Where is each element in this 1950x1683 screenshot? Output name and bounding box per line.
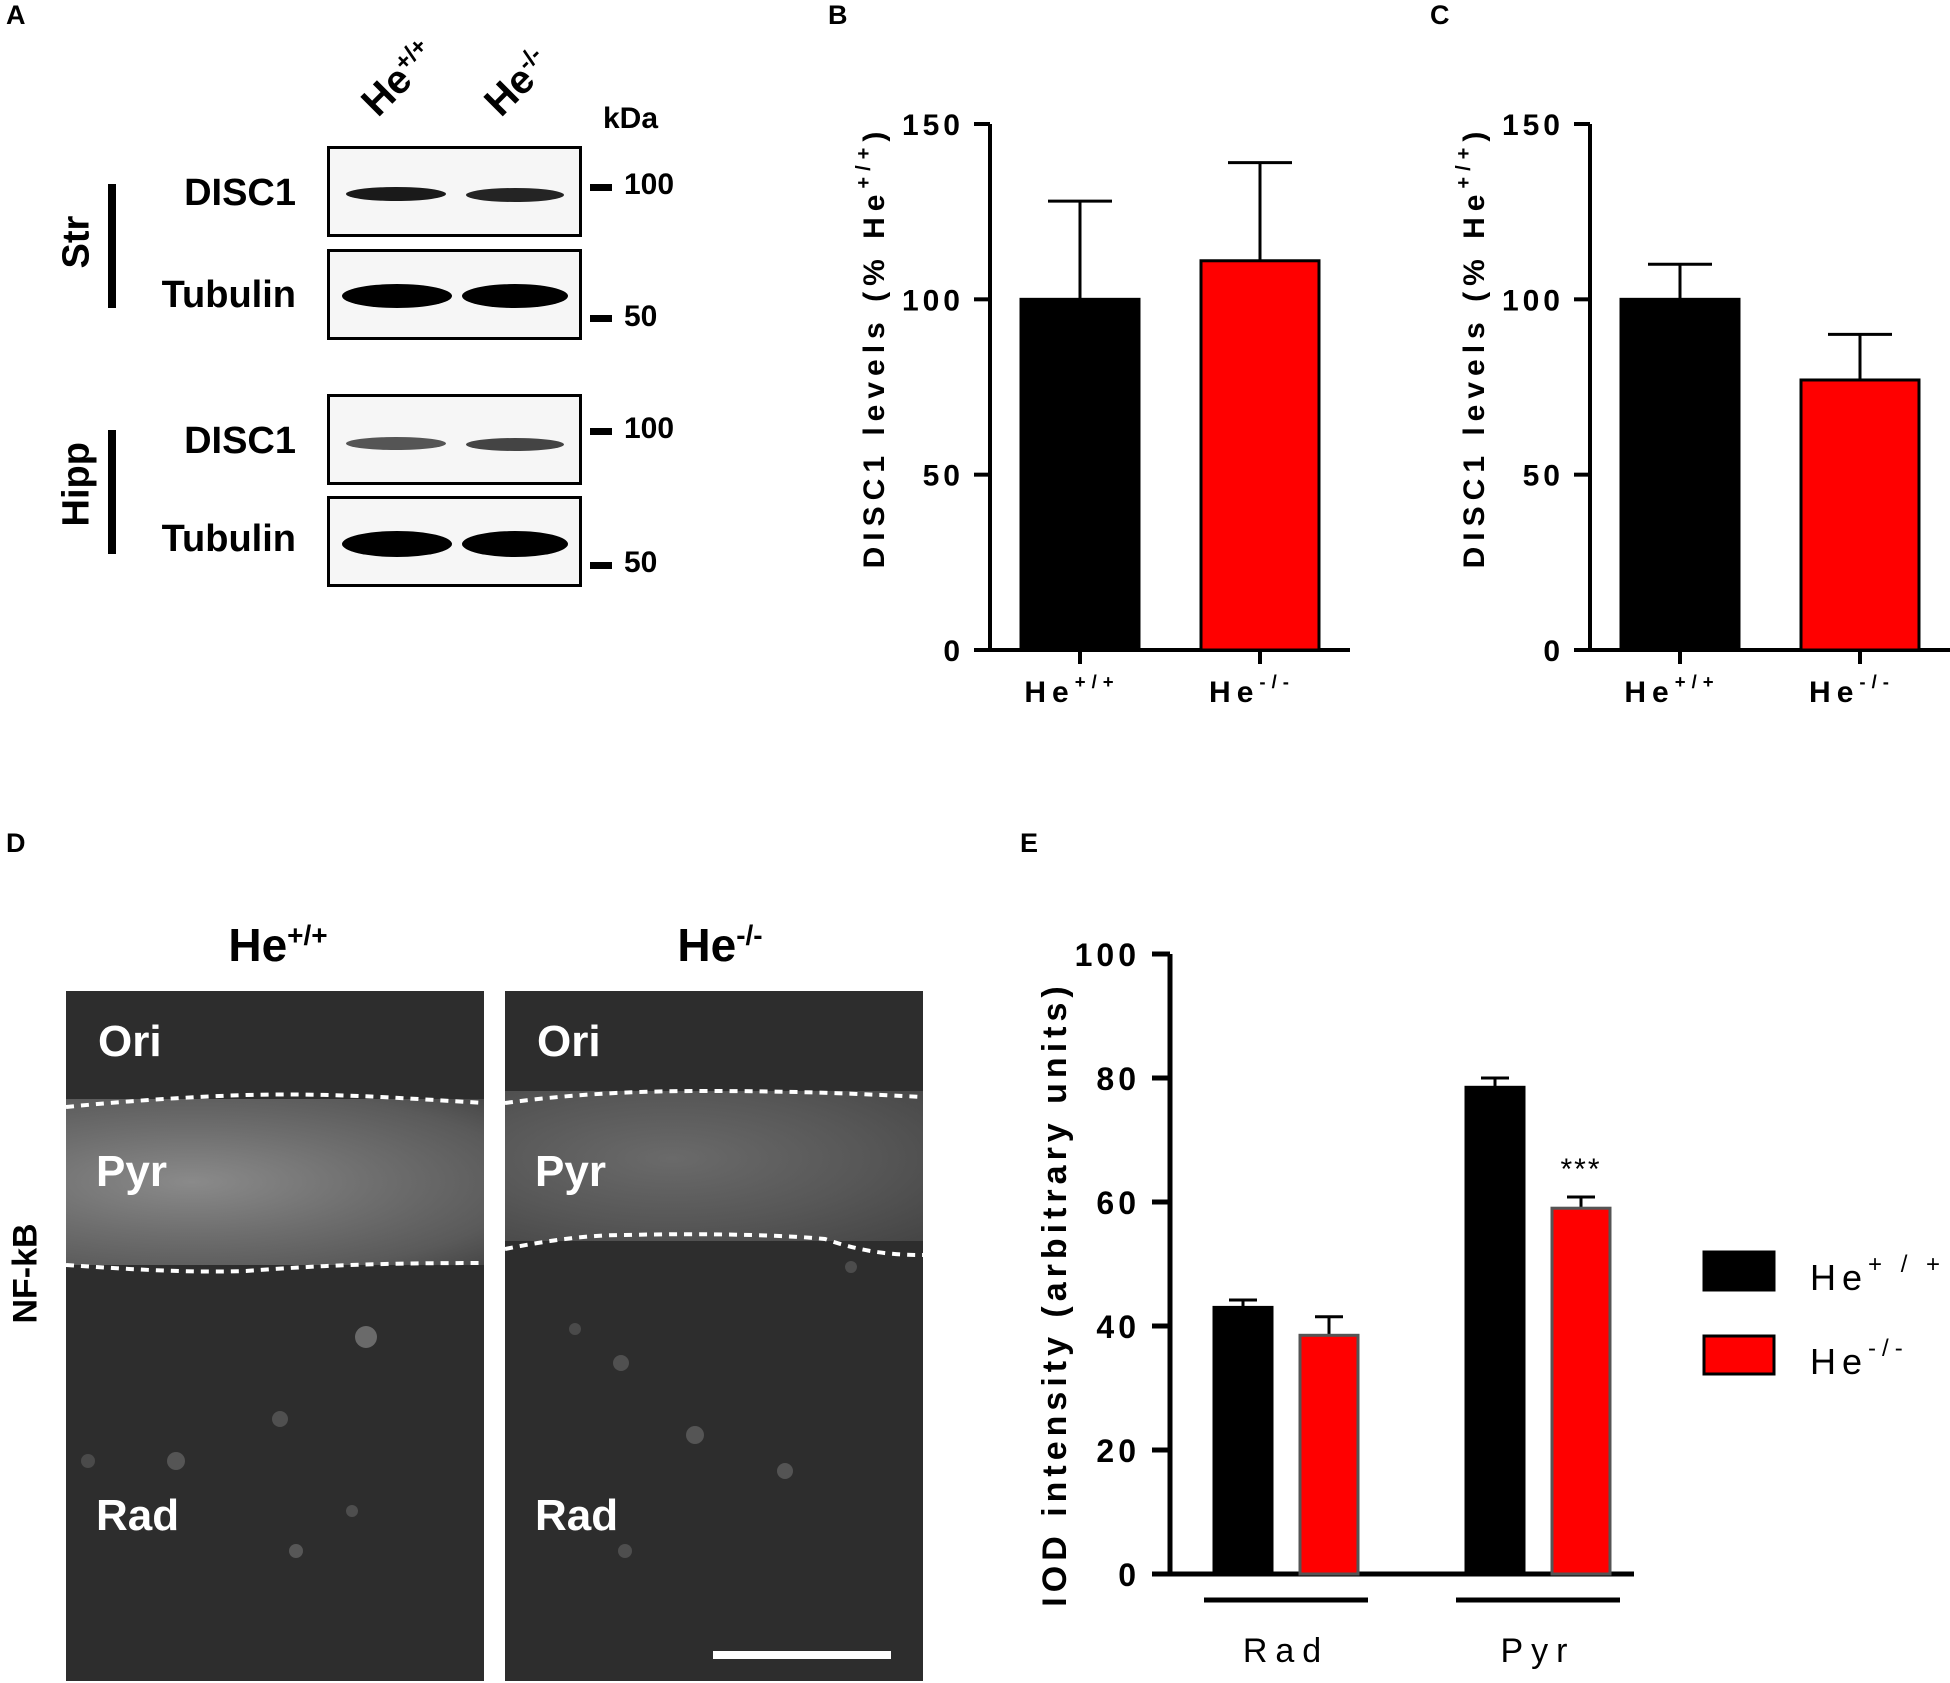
scale-bar (713, 1651, 891, 1659)
y-tick-label: 0 (1543, 635, 1564, 668)
panel-letter-a: A (6, 0, 26, 30)
panel-letter-e: E (1020, 828, 1039, 858)
marker-dash (590, 562, 612, 569)
stain-label: NF-kB (6, 1223, 45, 1324)
x-tick-label: He-/- (1809, 671, 1895, 709)
chart-b: 0 50 100 150 He+/+ He-/- DISC1 levels (% He+/+… (853, 109, 1350, 709)
marker-label-50: 50 (624, 546, 658, 579)
band (342, 284, 452, 308)
legend-swatch (1702, 1334, 1776, 1376)
marker-label-50: 50 (624, 300, 658, 333)
x-tick-label: Rad (1243, 1632, 1329, 1670)
y-tick-label: 100 (902, 284, 964, 317)
band (466, 188, 564, 202)
y-tick-label: 150 (1502, 109, 1564, 142)
band (462, 284, 568, 308)
band (466, 438, 564, 451)
y-tick-label: 20 (1096, 1433, 1140, 1469)
band (346, 437, 446, 450)
bar (1298, 1333, 1360, 1576)
row-label-disc1-str: DISC1 (184, 172, 296, 214)
y-tick-label: 0 (943, 635, 964, 668)
marker-label-100: 100 (624, 412, 675, 445)
micrograph-wt: Ori Pyr Rad (66, 991, 484, 1681)
y-tick-label: 0 (1118, 1557, 1140, 1593)
lane-label-ko: He-/- (476, 41, 548, 125)
bar (1199, 259, 1321, 652)
x-tick-label: Pyr (1501, 1632, 1576, 1670)
bar (1019, 297, 1141, 652)
group-bar-hipp (108, 430, 116, 554)
legend-label: He+ / + (1810, 1251, 1946, 1298)
marker-label-100: 100 (624, 168, 675, 201)
group-label-hipp: Hipp (55, 442, 98, 527)
panel-letter-d: D (6, 828, 26, 858)
pyramidal-layer (66, 1099, 484, 1265)
region-label-ori: Ori (98, 1017, 162, 1066)
band (346, 187, 446, 201)
blot-disc1-hipp (327, 394, 582, 485)
marker-dash (590, 428, 612, 435)
chart-e: 0 20 40 60 80 100 Rad Pyr *** IOD intensity (arbi… (1036, 937, 1946, 1670)
bar (1550, 1206, 1612, 1576)
marker-dash (590, 315, 612, 322)
x-tick-label: He+/+ (1624, 671, 1719, 709)
significance-marker: *** (1560, 1153, 1601, 1186)
region-label-rad: Rad (535, 1491, 619, 1540)
lane-label-wt: He+/+ (353, 32, 433, 125)
y-tick-label: 80 (1096, 1061, 1140, 1097)
band (342, 531, 452, 557)
blot-tubulin-str (327, 249, 582, 340)
y-tick-label: 50 (1523, 460, 1564, 493)
y-tick-label: 150 (902, 109, 964, 142)
marker-dash (590, 184, 612, 191)
kda-title: kDa (603, 102, 659, 135)
layer-boundary (505, 1088, 923, 1659)
band (462, 531, 568, 557)
row-label-tubulin-hipp: Tubulin (161, 518, 296, 560)
bar (1212, 1305, 1274, 1576)
y-tick-label: 100 (1075, 937, 1140, 973)
row-label-tubulin-str: Tubulin (161, 274, 296, 316)
blot-disc1-str (327, 146, 582, 237)
panel-letter-b: B (828, 0, 848, 30)
region-label-pyr: Pyr (96, 1147, 167, 1196)
micrograph-ko: Ori Pyr Rad (505, 991, 923, 1681)
group-bar-str (108, 184, 116, 308)
x-tick-label: He-/- (1209, 671, 1295, 709)
micrograph-title-wt: He+/+ (228, 919, 328, 971)
panel-letter-c: C (1430, 0, 1450, 30)
bar (1464, 1085, 1526, 1576)
bar (1799, 378, 1921, 652)
group-label-str: Str (55, 215, 98, 269)
y-tick-label: 40 (1096, 1309, 1140, 1345)
y-tick-label: 100 (1502, 284, 1564, 317)
bar (1619, 297, 1741, 652)
x-tick-label: He+/+ (1024, 671, 1119, 709)
region-label-rad: Rad (96, 1491, 180, 1540)
region-label-pyr: Pyr (535, 1147, 606, 1196)
y-axis-label: IOD intensity (arbitrary units) (1036, 981, 1074, 1606)
layer-boundary (66, 1092, 484, 1558)
y-tick-label: 50 (923, 460, 964, 493)
chart-c: 0 50 100 150 He+/+ He-/- DISC1 levels (% He+/+… (1453, 109, 1950, 709)
y-axis-label: DISC1 levels (% He+/+) (853, 126, 891, 569)
y-axis-label: DISC1 levels (% He+/+) (1453, 126, 1491, 569)
pyramidal-layer (505, 1091, 923, 1241)
micrograph-title-ko: He-/- (677, 919, 763, 971)
blot-tubulin-hipp (327, 496, 582, 587)
region-label-ori: Ori (537, 1017, 601, 1066)
legend-swatch (1702, 1250, 1776, 1292)
legend-label: He-/- (1810, 1335, 1909, 1382)
y-tick-label: 60 (1096, 1185, 1140, 1221)
row-label-disc1-hipp: DISC1 (184, 420, 296, 462)
